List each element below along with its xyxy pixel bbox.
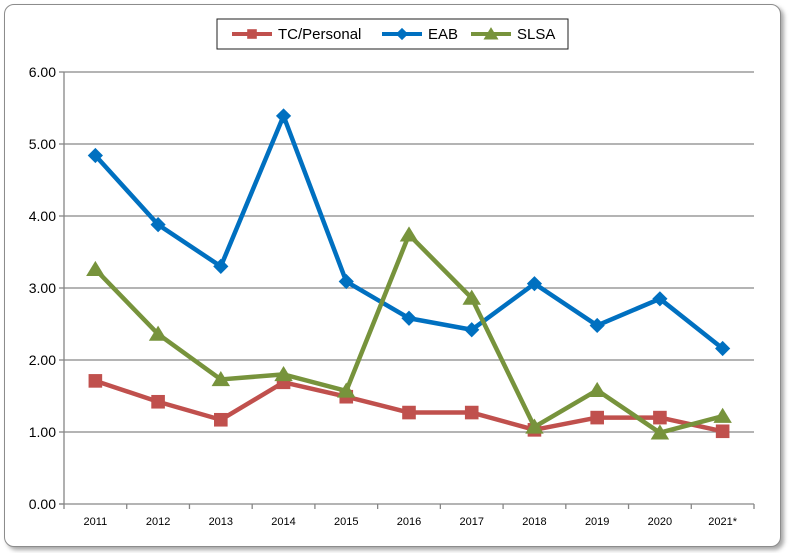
x-tick-label: 2020	[648, 516, 672, 528]
data-point-eab	[87, 147, 103, 164]
legend-label-slsa: SLSA	[517, 26, 555, 43]
legend-entry-tc-personal: TC/Personal	[232, 26, 361, 43]
x-tick-label: 2018	[522, 516, 546, 528]
x-tick-label: 2017	[459, 516, 483, 528]
legend-label-eab: EAB	[428, 26, 458, 43]
legend-entry-eab: EAB	[382, 26, 458, 43]
data-point-tc-personal	[151, 394, 165, 409]
data-point-slsa	[399, 226, 419, 242]
legend-marker-slsa	[483, 27, 499, 40]
data-point-tc-personal	[464, 405, 479, 420]
series-slsa	[86, 226, 732, 440]
axis-layer: 0.00 1.00 2.00 3.00 4.00 5.00 6.00 2011 2012 2013…	[29, 64, 755, 528]
data-point-slsa	[462, 289, 481, 305]
data-point-eab	[526, 276, 543, 292]
data-point-tc-personal	[214, 412, 228, 427]
series-layer	[86, 108, 732, 440]
data-point-eab	[589, 317, 605, 334]
data-point-eab	[275, 108, 292, 124]
data-point-eab	[338, 273, 354, 290]
data-point-eab	[213, 258, 229, 274]
series-line-slsa	[93, 232, 725, 435]
series-eab	[87, 108, 731, 357]
data-point-eab	[715, 340, 731, 357]
data-point-tc-personal	[88, 374, 103, 388]
legend-marker-eab	[395, 27, 409, 41]
data-point-tc-personal	[715, 424, 730, 439]
series-tc-personal	[88, 374, 730, 439]
x-tick-label: 2011	[84, 516, 108, 528]
y-tick-label: 5.00	[29, 136, 56, 152]
y-tick-label: 1.00	[29, 424, 56, 440]
data-point-eab	[652, 291, 668, 307]
data-point-slsa	[274, 366, 293, 382]
legend-label-tc-personal: TC/Personal	[278, 26, 361, 43]
data-point-slsa	[650, 424, 670, 440]
x-tick-label: 2021*	[708, 516, 737, 528]
data-point-slsa	[713, 407, 732, 423]
legend-entry-slsa: SLSA	[471, 26, 555, 43]
data-point-tc-personal	[653, 410, 667, 425]
data-point-slsa	[525, 418, 544, 434]
data-point-eab	[150, 217, 166, 233]
y-tick-label: 3.00	[29, 280, 56, 296]
legend: TC/Personal EAB SLSA	[216, 18, 569, 50]
x-tick-label: 2014	[271, 516, 295, 528]
y-tick-label: 2.00	[29, 352, 56, 368]
data-point-slsa	[211, 371, 231, 387]
data-point-slsa	[86, 260, 105, 276]
x-tick-label: 2013	[209, 516, 233, 528]
x-tick-label: 2019	[585, 516, 609, 528]
data-point-tc-personal	[402, 405, 416, 420]
x-tick-label: 2012	[146, 516, 170, 528]
y-tick-label: 4.00	[29, 208, 56, 224]
data-point-slsa	[587, 381, 607, 397]
y-tick-label: 0.00	[29, 496, 56, 512]
data-point-eab	[464, 322, 480, 338]
data-point-slsa	[148, 325, 168, 341]
x-tick-label: 2015	[334, 516, 358, 528]
data-point-slsa	[337, 382, 356, 398]
data-point-eab	[401, 310, 417, 326]
data-point-tc-personal	[590, 410, 604, 425]
y-tick-label: 6.00	[29, 64, 56, 80]
legend-marker-tc-personal	[247, 29, 257, 39]
x-tick-label: 2016	[397, 516, 421, 528]
grid-layer	[64, 71, 754, 433]
